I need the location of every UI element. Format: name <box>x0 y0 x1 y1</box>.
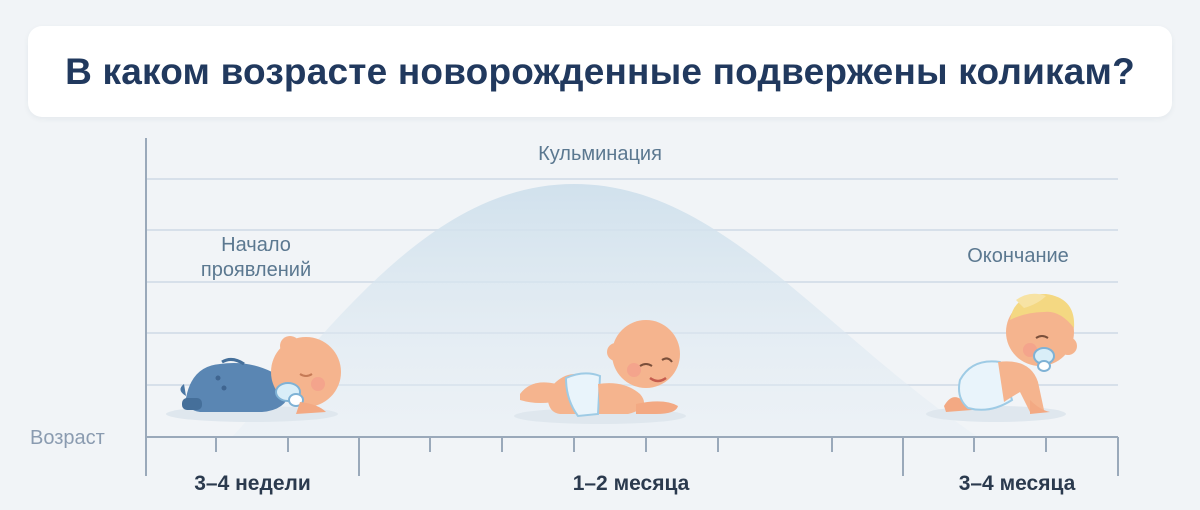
annotation-start-line-2: проявлений <box>200 259 312 281</box>
colic-intensity-curve <box>232 184 978 437</box>
baby-on-tummy-icon <box>514 320 686 424</box>
annotation-end: Окончание <box>967 245 1069 267</box>
title-card: В каком возрасте новорожденные подвержен… <box>28 26 1172 117</box>
annotation-peak: Кульминация <box>538 143 662 165</box>
annotation-start: Начало проявлений <box>186 233 326 283</box>
x-axis-ticks <box>215 437 1047 452</box>
baby-lying-icon <box>166 336 341 422</box>
stage-label-3: 3–4 месяца <box>958 472 1076 495</box>
baby-crawling-icon <box>926 293 1077 422</box>
x-axis-dividers <box>358 437 1119 476</box>
stage-label-2: 1–2 месяца <box>572 472 690 495</box>
annotation-start-line-1: Начало <box>221 234 291 256</box>
stage-label-1: 3–4 недели <box>194 472 311 495</box>
page-title: В каком возрасте новорожденные подвержен… <box>65 50 1135 92</box>
y-axis-label: Возраст <box>30 427 105 449</box>
